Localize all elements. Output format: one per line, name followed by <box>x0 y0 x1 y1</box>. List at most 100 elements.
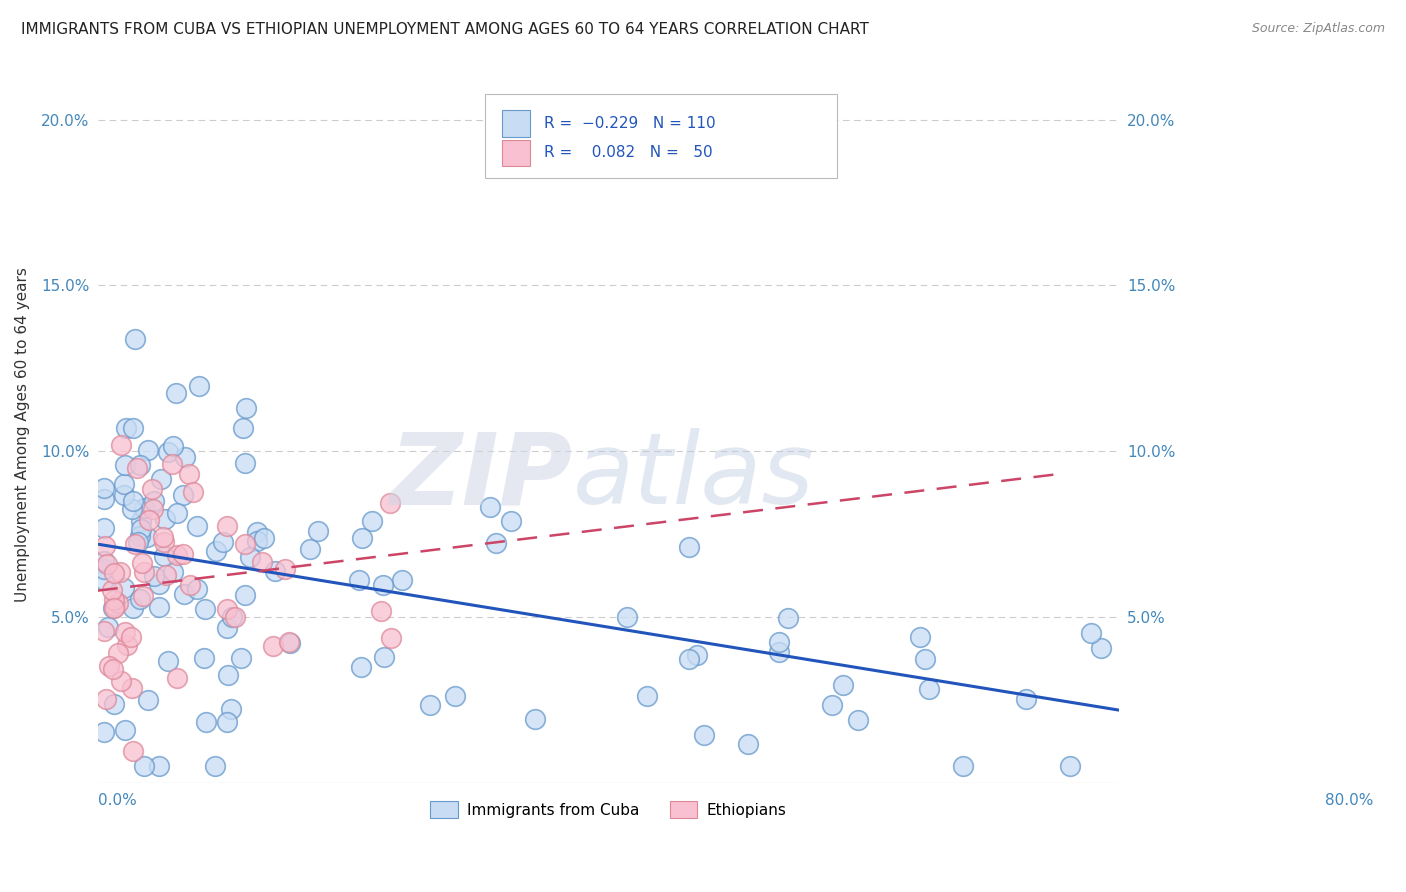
Point <box>217 667 239 681</box>
Point <box>274 562 297 576</box>
Point <box>162 439 184 453</box>
Point <box>737 737 759 751</box>
Point <box>132 565 155 579</box>
Point <box>224 609 246 624</box>
Point <box>918 681 941 696</box>
Point <box>153 534 176 549</box>
Text: IMMIGRANTS FROM CUBA VS ETHIOPIAN UNEMPLOYMENT AMONG AGES 60 TO 64 YEARS CORRELA: IMMIGRANTS FROM CUBA VS ETHIOPIAN UNEMPL… <box>21 22 869 37</box>
Point <box>485 536 508 550</box>
Point <box>114 458 136 473</box>
Point <box>195 714 218 729</box>
Y-axis label: Unemployment Among Ages 60 to 64 years: Unemployment Among Ages 60 to 64 years <box>15 268 30 602</box>
Point <box>103 592 125 607</box>
Point <box>678 541 700 555</box>
Point <box>186 519 208 533</box>
Point <box>136 443 159 458</box>
Point <box>166 671 188 685</box>
Point <box>173 587 195 601</box>
Point <box>1080 625 1102 640</box>
Point <box>132 589 155 603</box>
Point <box>101 583 124 598</box>
Point <box>616 610 638 624</box>
Point <box>378 496 401 510</box>
Point <box>246 524 269 539</box>
Point <box>93 554 115 568</box>
Point <box>443 689 465 703</box>
Point <box>914 652 936 666</box>
Point <box>350 531 373 545</box>
Point <box>143 494 166 508</box>
Point <box>93 521 115 535</box>
Point <box>636 689 658 703</box>
Point <box>205 543 228 558</box>
Legend: Immigrants from Cuba, Ethiopians: Immigrants from Cuba, Ethiopians <box>425 796 793 824</box>
Point <box>104 599 127 613</box>
Point <box>204 759 226 773</box>
Point <box>217 715 239 730</box>
Point <box>221 610 243 624</box>
Point <box>94 691 117 706</box>
Point <box>114 624 136 639</box>
Point <box>162 565 184 579</box>
Point <box>129 529 152 543</box>
Point <box>128 458 150 473</box>
Point <box>211 534 233 549</box>
Point <box>101 601 124 615</box>
Point <box>121 681 143 695</box>
Text: R =  −0.229   N = 110: R = −0.229 N = 110 <box>544 116 716 131</box>
Point <box>124 537 146 551</box>
Point <box>128 592 150 607</box>
Point <box>831 678 853 692</box>
Point <box>908 630 931 644</box>
Point <box>1059 759 1081 773</box>
Point <box>152 549 174 564</box>
Point <box>94 539 117 553</box>
Point <box>148 759 170 773</box>
Point <box>172 487 194 501</box>
Point <box>419 698 441 712</box>
Text: Source: ZipAtlas.com: Source: ZipAtlas.com <box>1251 22 1385 36</box>
Text: 80.0%: 80.0% <box>1326 793 1374 808</box>
Point <box>232 421 254 435</box>
Point <box>298 541 321 556</box>
Point <box>768 634 790 648</box>
Point <box>152 530 174 544</box>
Point <box>157 444 180 458</box>
Text: atlas: atlas <box>572 428 814 525</box>
Point <box>134 500 156 515</box>
Point <box>150 472 173 486</box>
Point <box>250 555 273 569</box>
Point <box>768 645 790 659</box>
Point <box>361 514 384 528</box>
Point <box>135 530 157 544</box>
Point <box>131 556 153 570</box>
Point <box>112 477 135 491</box>
Point <box>165 385 187 400</box>
Point <box>347 574 370 588</box>
Point <box>148 599 170 614</box>
Point <box>127 535 149 549</box>
Text: R =    0.082   N =   50: R = 0.082 N = 50 <box>544 145 713 161</box>
Point <box>112 581 135 595</box>
Point <box>239 549 262 564</box>
Point <box>93 482 115 496</box>
Point <box>127 460 149 475</box>
Point <box>172 547 194 561</box>
Point <box>253 532 276 546</box>
Point <box>193 651 215 665</box>
Point <box>110 674 132 689</box>
Point <box>93 491 115 506</box>
Point <box>380 631 402 645</box>
Point <box>97 659 120 673</box>
Point <box>93 624 115 639</box>
Point <box>217 621 239 635</box>
Point <box>124 332 146 346</box>
Point <box>103 697 125 711</box>
Point <box>499 514 522 528</box>
Point <box>194 602 217 616</box>
Point <box>186 582 208 597</box>
Point <box>221 701 243 715</box>
Point <box>371 578 394 592</box>
Text: 0.0%: 0.0% <box>98 793 136 808</box>
Point <box>110 438 132 452</box>
